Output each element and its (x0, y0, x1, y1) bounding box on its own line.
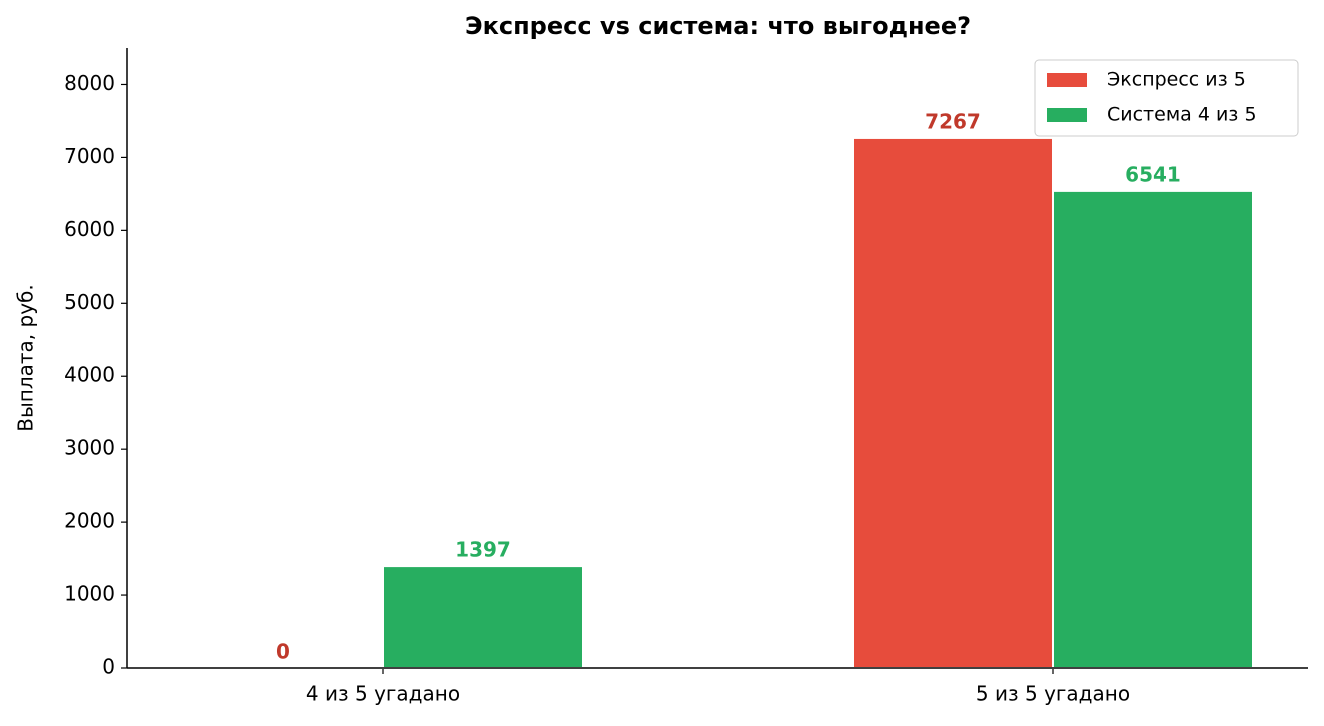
y-tick-label: 3000 (64, 436, 115, 460)
legend-swatch (1047, 108, 1087, 122)
y-tick-label: 6000 (64, 217, 115, 241)
bar (852, 136, 1054, 670)
legend-label: Система 4 из 5 (1107, 104, 1257, 126)
value-label: 0 (276, 640, 290, 664)
y-tick-label: 1000 (64, 582, 115, 606)
y-tick-label: 8000 (64, 71, 115, 95)
legend-label: Экспресс из 5 (1107, 69, 1246, 91)
bar (1052, 189, 1254, 670)
x-tick-label: 4 из 5 угадано (306, 682, 460, 706)
x-tick-label: 5 из 5 угадано (976, 682, 1130, 706)
y-tick-label: 2000 (64, 509, 115, 533)
value-label: 7267 (925, 109, 981, 133)
y-axis-label: Выплата, руб. (14, 284, 38, 431)
y-tick-label: 7000 (64, 144, 115, 168)
legend-swatch (1047, 73, 1087, 87)
y-tick-label: 0 (102, 655, 115, 679)
y-tick-label: 5000 (64, 290, 115, 314)
value-label: 6541 (1125, 162, 1181, 186)
bar (382, 565, 584, 670)
y-tick-label: 4000 (64, 363, 115, 387)
value-label: 1397 (455, 538, 511, 562)
chart-title: Экспресс vs система: что выгоднее? (465, 12, 971, 40)
legend-box (1034, 59, 1299, 137)
